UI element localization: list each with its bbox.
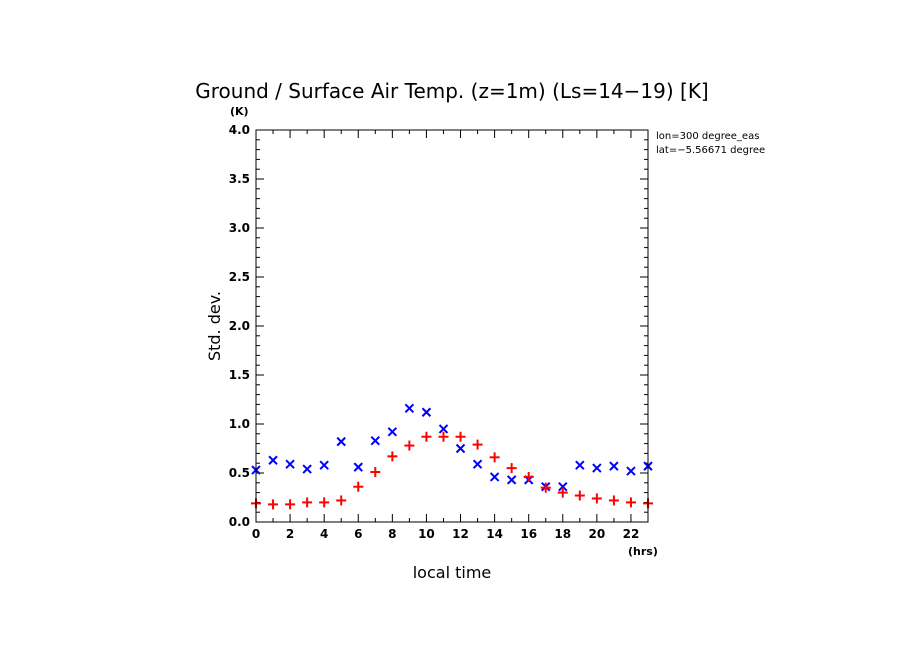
marker-stroke — [302, 464, 312, 474]
data-point-plus — [336, 495, 347, 506]
data-point-x — [438, 424, 449, 434]
y-tick-label: 0.5 — [229, 466, 250, 480]
data-point-x — [489, 472, 500, 482]
x-tick-label: 4 — [320, 527, 328, 541]
data-point-plus — [285, 499, 296, 510]
data-point-x — [268, 455, 278, 465]
data-point-plus — [404, 440, 415, 451]
data-point-plus — [625, 497, 636, 508]
annotation-lon: lon=300 degree_eas — [656, 131, 759, 142]
data-point-plus — [387, 451, 398, 462]
data-point-x — [387, 427, 398, 437]
y-tick-label: 0.0 — [229, 515, 250, 529]
data-point-plus — [268, 499, 279, 510]
y-tick-label: 3.0 — [229, 221, 250, 235]
x-tick-label: 22 — [623, 527, 640, 541]
data-point-plus — [506, 463, 517, 474]
data-point-x — [404, 403, 415, 414]
data-point-x — [353, 462, 363, 472]
y-tick-label: 1.0 — [229, 417, 250, 431]
x-tick-label: 10 — [418, 527, 435, 541]
marker-stroke — [609, 461, 619, 471]
marker-stroke — [319, 460, 329, 470]
data-point-x — [421, 407, 432, 417]
y-unit-label: (K) — [230, 105, 249, 118]
data-point-plus — [302, 497, 313, 508]
y-axis-label: Std. dev. — [205, 291, 224, 361]
marker-stroke — [626, 466, 636, 476]
data-point-x — [370, 435, 381, 446]
y-tick-label: 4.0 — [229, 123, 250, 137]
annotation-lat: lat=−5.56671 degree — [656, 145, 765, 156]
y-tick-label: 1.5 — [229, 368, 250, 382]
y-tick-label: 2.0 — [229, 319, 250, 333]
data-point-x — [336, 436, 346, 447]
x-tick-label: 6 — [354, 527, 362, 541]
x-tick-label: 14 — [486, 527, 503, 541]
data-point-plus — [591, 493, 602, 504]
x-tick-label: 12 — [452, 527, 469, 541]
marker-stroke — [558, 482, 568, 492]
x-tick-label: 20 — [589, 527, 606, 541]
marker-stroke — [387, 427, 398, 437]
data-point-plus — [455, 431, 466, 442]
chart-title: Ground / Surface Air Temp. (z=1m) (Ls=14… — [195, 79, 709, 103]
data-point-x — [592, 463, 602, 473]
data-point-plus — [489, 452, 500, 463]
data-point-x — [609, 461, 619, 471]
data-point-plus — [557, 487, 568, 498]
data-point-x — [472, 459, 483, 469]
data-point-x — [319, 460, 329, 470]
y-tick-label: 3.5 — [229, 172, 250, 186]
y-tick-label: 2.5 — [229, 270, 250, 284]
marker-stroke — [575, 460, 585, 470]
data-point-plus — [574, 490, 585, 501]
x-tick-label: 8 — [388, 527, 396, 541]
x-tick-label: 18 — [554, 527, 571, 541]
marker-stroke — [592, 463, 602, 473]
marker-stroke — [506, 475, 517, 485]
marker-stroke — [421, 407, 432, 417]
data-point-x — [302, 464, 312, 474]
data-point-plus — [472, 439, 483, 450]
x-tick-label: 16 — [520, 527, 537, 541]
data-point-x — [626, 466, 636, 476]
data-point-plus — [540, 482, 551, 493]
marker-stroke — [285, 459, 295, 469]
marker-stroke — [353, 462, 363, 472]
data-point-x — [506, 475, 517, 485]
data-point-plus — [421, 431, 432, 442]
marker-stroke — [370, 435, 381, 446]
marker-stroke — [404, 403, 415, 414]
data-point-x — [285, 459, 295, 469]
data-point-x — [575, 460, 585, 470]
x-tick-label: 0 — [252, 527, 260, 541]
annotation-clip — [780, 120, 904, 170]
data-point-x — [558, 482, 568, 492]
data-point-plus — [438, 431, 449, 442]
x-axis-label: local time — [413, 563, 492, 582]
marker-stroke — [472, 459, 483, 469]
marker-stroke — [455, 443, 466, 454]
data-point-plus — [523, 471, 534, 482]
marker-stroke — [438, 424, 449, 434]
x-unit-label: (hrs) — [628, 545, 658, 558]
data-point-x — [455, 443, 466, 454]
marker-stroke — [268, 455, 278, 465]
plot-frame — [255, 129, 649, 523]
data-point-plus — [319, 497, 330, 508]
x-tick-label: 2 — [286, 527, 294, 541]
data-point-plus — [370, 467, 381, 478]
data-point-plus — [608, 495, 619, 506]
data-point-plus — [353, 481, 364, 492]
marker-stroke — [336, 436, 346, 447]
marker-stroke — [489, 472, 500, 482]
